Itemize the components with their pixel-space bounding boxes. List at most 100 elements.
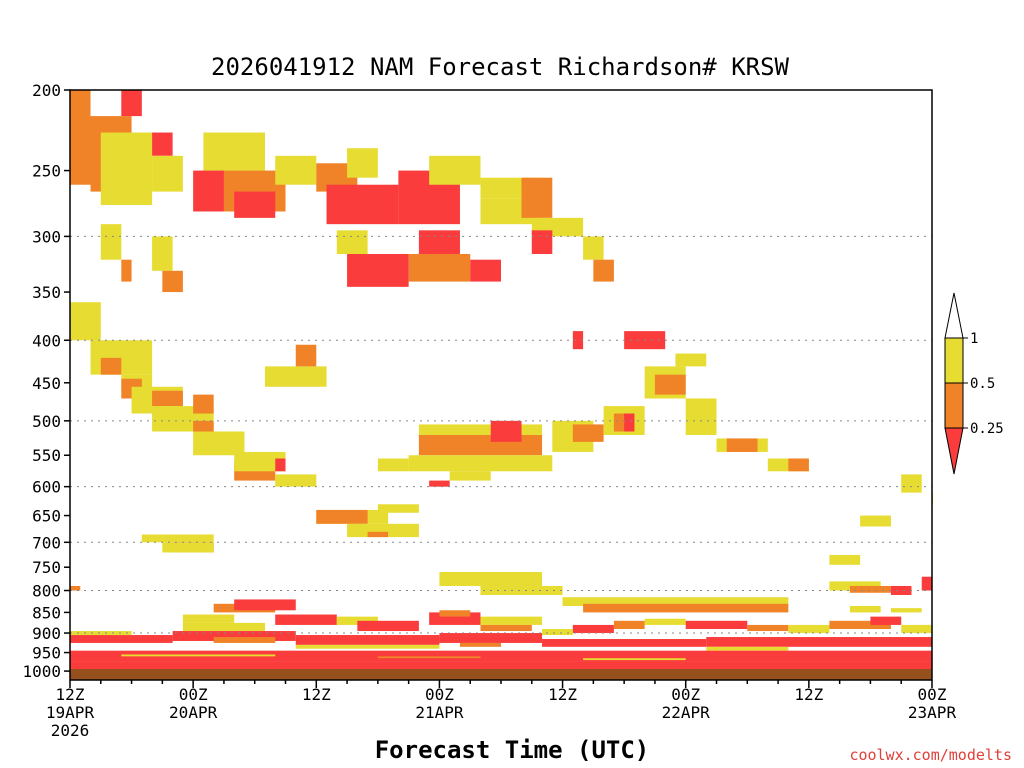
y-tick-label-600: 600 <box>32 478 61 497</box>
y-tick-label-300: 300 <box>32 227 61 246</box>
ri-cell-52 <box>408 455 553 472</box>
ri-cell-80 <box>480 585 563 596</box>
ri-cell-100 <box>357 620 419 632</box>
ri-cell-2 <box>100 132 153 205</box>
ri-cell-130 <box>70 661 932 670</box>
ri-cell-0 <box>70 90 91 185</box>
ri-cell-30 <box>152 236 173 271</box>
ri-cell-92 <box>860 515 891 527</box>
ri-cell-73 <box>347 523 419 538</box>
ri-cell-86 <box>849 605 881 613</box>
y-tick-label-900: 900 <box>32 624 61 643</box>
ri-cell-112 <box>829 620 891 630</box>
colorbar-label-1: 0.5 <box>970 376 995 392</box>
x-tick-label-6-1: 12Z <box>794 685 823 704</box>
ri-cell-23 <box>470 259 501 282</box>
ri-cell-20 <box>408 254 471 282</box>
ri-cell-114 <box>901 624 932 634</box>
y-tick-label-400: 400 <box>32 331 61 350</box>
ri-cell-10 <box>275 155 317 185</box>
colorbar-bottom-arrow <box>944 427 964 475</box>
ri-cell-85 <box>890 585 912 596</box>
x-tick-label-7-2: 23APR <box>908 703 957 722</box>
ri-cell-15 <box>429 155 481 185</box>
ri-cell-49 <box>377 458 409 472</box>
ground-strip <box>70 669 932 680</box>
ri-cell-124 <box>706 637 932 647</box>
ri-cell-70 <box>572 331 584 350</box>
ri-cell-96 <box>182 614 235 623</box>
ri-cell-126 <box>70 650 932 662</box>
ri-cell-105 <box>542 629 573 636</box>
x-axis-label: Forecast Time (UTC) <box>375 736 650 764</box>
ri-cell-19 <box>418 230 460 255</box>
ri-cell-53 <box>490 420 522 442</box>
ri-cell-75 <box>367 531 389 538</box>
y-tick-label-750: 750 <box>32 558 61 577</box>
ri-cell-93 <box>70 585 81 591</box>
ri-cell-118 <box>213 637 276 643</box>
ri-cell-31 <box>162 270 183 293</box>
ri-cell-98 <box>275 614 337 625</box>
colorbar-top-arrow <box>944 292 964 339</box>
y-tick-label-500: 500 <box>32 412 61 431</box>
colorbar-orange <box>944 382 964 429</box>
x-tick-label-5-1: 00Z <box>671 685 700 704</box>
ri-cell-50 <box>418 434 543 456</box>
credit-text: coolwx.com/modelts <box>849 746 1012 764</box>
ri-cell-22 <box>336 230 368 255</box>
ri-cell-25 <box>531 230 553 255</box>
ri-cell-6 <box>203 132 265 171</box>
ri-cell-46 <box>264 366 327 387</box>
y-tick-label-950: 950 <box>32 644 61 663</box>
ri-cell-129 <box>583 658 686 661</box>
x-tick-label-1-1: 00Z <box>179 685 208 704</box>
ri-cell-47 <box>295 344 317 367</box>
x-tick-label-5-2: 22APR <box>662 703 711 722</box>
y-tick-label-550: 550 <box>32 446 61 465</box>
ri-cell-113 <box>870 616 902 625</box>
x-tick-label-3-2: 21APR <box>415 703 464 722</box>
colorbar-label-2: 0.25 <box>970 421 1004 437</box>
x-tick-label-0-2: 19APR <box>46 703 95 722</box>
ri-cell-55 <box>429 480 450 487</box>
x-tick-label-4-1: 12Z <box>548 685 577 704</box>
ri-cell-116 <box>70 631 132 636</box>
ri-cell-102 <box>439 610 471 617</box>
ri-cell-120 <box>295 644 440 649</box>
ri-cell-123 <box>542 639 707 647</box>
y-tick-label-850: 850 <box>32 603 61 622</box>
ri-cell-60 <box>624 413 635 432</box>
ri-cell-106 <box>572 624 614 634</box>
colorbar-yellow <box>944 337 964 384</box>
ri-cell-97 <box>182 622 265 632</box>
ri-cell-13 <box>347 148 378 178</box>
ri-cell-87 <box>829 554 861 565</box>
ri-cell-88 <box>890 608 922 613</box>
ri-cell-21 <box>347 254 409 287</box>
y-axis: 200 250 300 350 400 450 500 550 600 650 700 750 800 8… <box>22 81 70 681</box>
ri-cell-90 <box>901 474 922 493</box>
ri-cell-63 <box>685 398 717 435</box>
ri-cell-12 <box>326 184 399 225</box>
ri-cell-3 <box>121 90 142 117</box>
ri-cell-110 <box>747 624 789 632</box>
y-tick-label-350: 350 <box>32 283 61 302</box>
ri-cell-28 <box>100 224 122 260</box>
ri-cell-108 <box>644 618 686 625</box>
ri-cell-34 <box>100 357 122 375</box>
x-tick-label-0-3: 2026 <box>51 721 90 740</box>
x-tick-label-7-1: 00Z <box>918 685 947 704</box>
ri-cell-44 <box>234 451 286 472</box>
ri-cell-81 <box>562 597 789 606</box>
y-tick-label-250: 250 <box>32 162 61 181</box>
ri-cell-99 <box>336 616 378 625</box>
ri-cell-66 <box>726 438 758 452</box>
ri-cell-29 <box>121 259 132 282</box>
chart-title: 2026041912 NAM Forecast Richardson# KRSW <box>211 53 790 81</box>
ri-cell-8 <box>193 170 224 212</box>
ri-cell-74 <box>377 504 419 513</box>
ri-cell-111 <box>788 624 830 634</box>
ri-cell-84 <box>849 585 891 593</box>
